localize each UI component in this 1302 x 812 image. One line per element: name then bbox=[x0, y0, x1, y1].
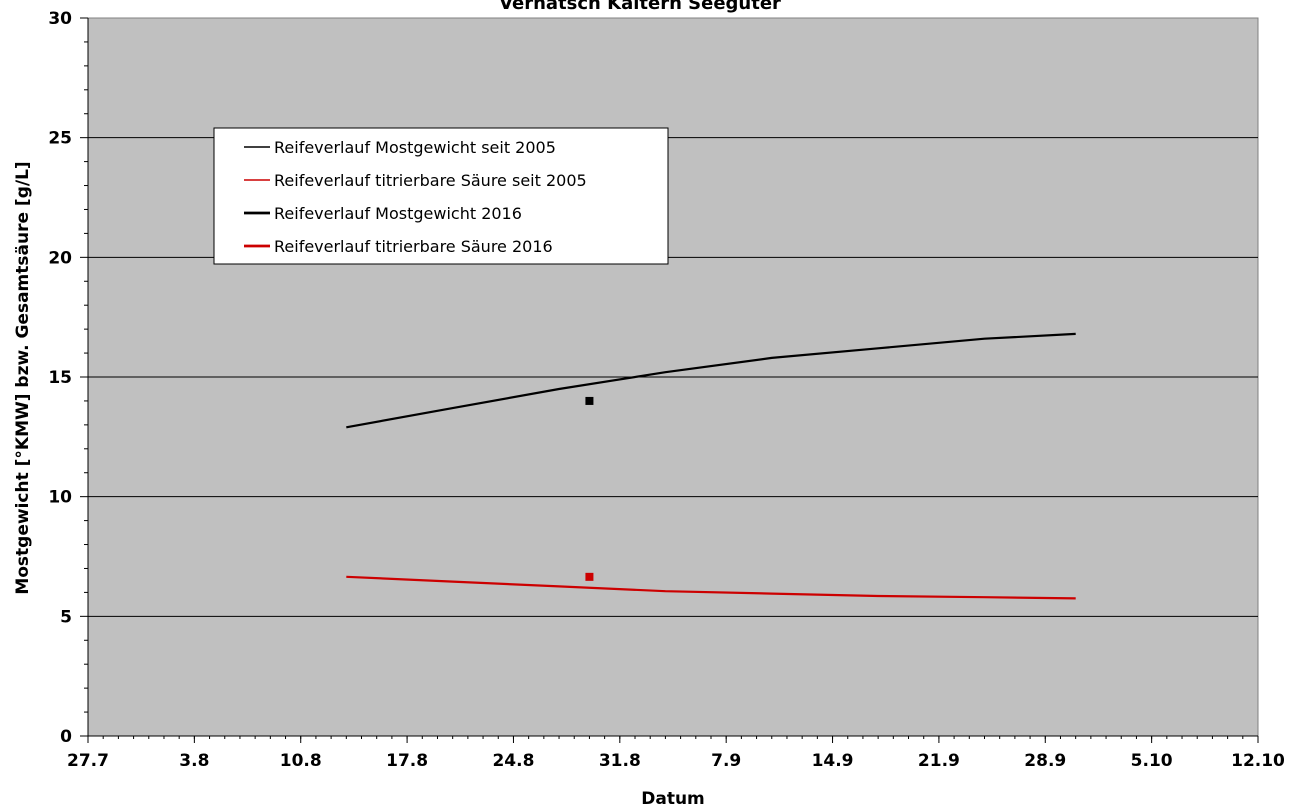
x-tick-label: 17.8 bbox=[386, 751, 428, 771]
x-tick-label: 12.10 bbox=[1231, 751, 1285, 771]
legend-label: Reifeverlauf titrierbare Säure 2016 bbox=[274, 237, 553, 256]
y-tick-label: 5 bbox=[60, 607, 72, 627]
x-tick-label: 21.9 bbox=[918, 751, 960, 771]
x-tick-label: 28.9 bbox=[1024, 751, 1066, 771]
y-tick-label: 25 bbox=[48, 129, 72, 149]
legend-label: Reifeverlauf titrierbare Säure seit 2005 bbox=[274, 171, 587, 190]
y-axis-title: Mostgewicht [°KMW] bzw. Gesamtsäure [g/L… bbox=[13, 161, 33, 594]
legend-box bbox=[213, 127, 669, 265]
x-axis-title: Datum bbox=[641, 789, 705, 809]
axes: 0 5 10 15 20 25 30 27.7 3.8 10.8 17.8 24.8 31.8 7.9 14… bbox=[48, 9, 1285, 771]
y-tick-label: 0 bbox=[60, 727, 72, 747]
x-tick-label: 27.7 bbox=[67, 751, 109, 771]
y-tick-label: 15 bbox=[48, 368, 72, 388]
chart-title: Vernatsch Kaltern Seegüter bbox=[499, 0, 781, 14]
legend-label: Reifeverlauf Mostgewicht seit 2005 bbox=[274, 138, 556, 157]
series-line-1 bbox=[346, 575, 1076, 600]
series-marker-2 bbox=[585, 396, 594, 405]
legend-label: Reifeverlauf Mostgewicht 2016 bbox=[274, 204, 522, 223]
x-tick-label: 5.10 bbox=[1131, 751, 1173, 771]
x-tick-label: 3.8 bbox=[179, 751, 209, 771]
y-tick-label: 10 bbox=[48, 488, 72, 508]
series-group bbox=[346, 332, 1076, 600]
legend: Reifeverlauf Mostgewicht seit 2005 Reifev… bbox=[213, 127, 669, 265]
y-tick-label: 30 bbox=[48, 9, 72, 29]
y-tick-label: 20 bbox=[48, 248, 72, 268]
x-tick-label: 14.9 bbox=[812, 751, 854, 771]
x-tick-label: 10.8 bbox=[280, 751, 322, 771]
x-tick-label: 7.9 bbox=[711, 751, 741, 771]
series-line-0 bbox=[346, 332, 1076, 429]
x-tick-label: 24.8 bbox=[492, 751, 534, 771]
series-marker-3 bbox=[585, 572, 594, 581]
x-tick-label: 31.8 bbox=[599, 751, 641, 771]
